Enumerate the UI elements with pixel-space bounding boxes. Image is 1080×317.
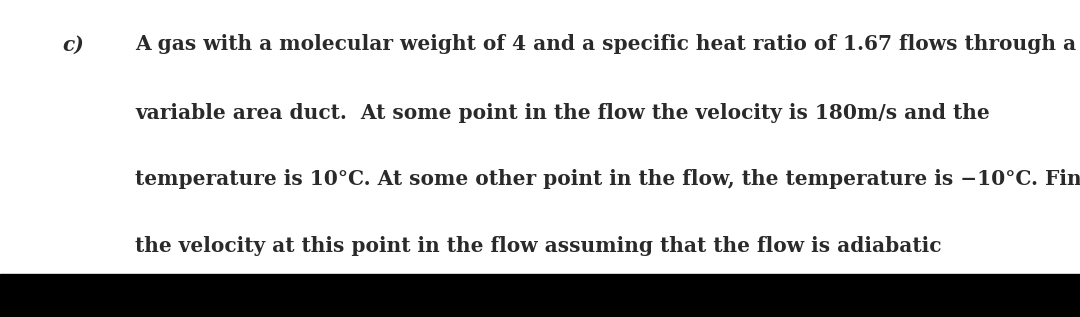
Bar (0, 274, 1080, 317)
Text: c): c) (63, 34, 84, 55)
Text: the velocity at this point in the flow assuming that the flow is adiabatic: the velocity at this point in the flow a… (135, 236, 942, 256)
Text: temperature is 10°C. At some other point in the flow, the temperature is −10°C. : temperature is 10°C. At some other point… (135, 169, 1080, 189)
Text: A gas with a molecular weight of 4 and a specific heat ratio of 1.67 flows throu: A gas with a molecular weight of 4 and a… (135, 34, 1076, 55)
Text: variable area duct.  At some point in the flow the velocity is 180m/s and the: variable area duct. At some point in the… (135, 102, 989, 123)
